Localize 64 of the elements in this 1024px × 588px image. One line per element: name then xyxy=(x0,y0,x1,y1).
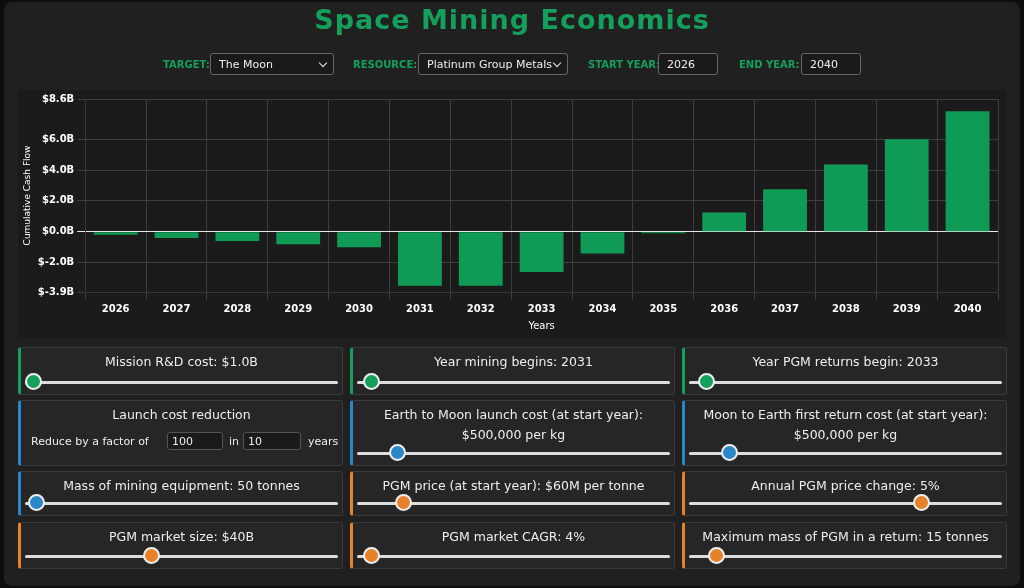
chart-title: Space Mining Economics xyxy=(313,4,711,35)
text: TARGET: xyxy=(163,59,210,70)
y-tick-label: $8.6B xyxy=(41,92,75,104)
bar xyxy=(884,139,929,232)
text: Launch cost reduction xyxy=(111,406,252,424)
x-tick-label: 2028 xyxy=(223,302,252,314)
bar xyxy=(580,232,625,254)
x-tick-label: 2038 xyxy=(831,302,860,314)
text: Earth to Moon launch cost (at start year): $500,000 per kg xyxy=(382,406,645,444)
bar xyxy=(519,232,564,272)
bar xyxy=(154,232,199,238)
text: Year PGM returns begin: 2033 xyxy=(751,353,940,371)
x-tick-label: 2027 xyxy=(162,302,191,314)
number-field: 10 xyxy=(243,432,301,450)
text: in xyxy=(229,435,240,448)
text: PGM price (at start year): $60M per tonne xyxy=(381,477,646,495)
bar xyxy=(823,164,868,232)
x-tick-label: 2029 xyxy=(284,302,313,314)
bar xyxy=(763,189,807,232)
text: years xyxy=(308,435,339,448)
x-tick-label: 2040 xyxy=(953,302,982,314)
text: Moon to Earth first return cost (at start year): $500,000 per kg xyxy=(702,406,989,444)
x-tick-label: 2026 xyxy=(101,302,130,314)
bar xyxy=(702,212,747,232)
text: Year mining begins: 2031 xyxy=(433,353,594,371)
text: Mass of mining equipment: 50 tonnes xyxy=(62,477,301,495)
bar xyxy=(215,232,260,242)
text: Maximum mass of PGM in a return: 15 tonnes xyxy=(701,528,990,546)
dropdown-field: Platinum Group Metals xyxy=(418,53,568,75)
x-tick-label: 2032 xyxy=(466,302,495,314)
number-field: 2040 xyxy=(801,53,861,75)
number-field: 100 xyxy=(167,432,223,450)
y-tick-label: $-2.0B xyxy=(37,256,75,268)
y-tick-label: $2.0B xyxy=(41,194,75,206)
bar xyxy=(398,232,442,286)
text: END YEAR: xyxy=(739,59,800,70)
dropdown-field: The Moon xyxy=(210,53,334,75)
bar xyxy=(458,232,503,286)
y-axis-title: Cumulative Cash Flow xyxy=(21,145,32,246)
bar xyxy=(93,232,138,235)
bar xyxy=(945,111,990,232)
text: Mission R&D cost: $1.0B xyxy=(104,353,259,371)
text: Reduce by a factor of xyxy=(31,435,149,448)
text: Annual PGM price change: 5% xyxy=(750,477,941,495)
y-tick-label: $0.0B xyxy=(41,225,75,237)
x-axis-title: Years xyxy=(527,319,555,331)
text: START YEAR: xyxy=(588,59,661,70)
y-tick-label: $4.0B xyxy=(41,163,75,175)
x-tick-label: 2039 xyxy=(892,302,921,314)
bar xyxy=(337,232,381,248)
x-tick-label: 2031 xyxy=(406,302,434,314)
x-tick-label: 2035 xyxy=(649,302,678,314)
x-tick-label: 2030 xyxy=(345,302,374,314)
y-tick-label: $6.0B xyxy=(41,132,75,144)
x-tick-label: 2033 xyxy=(527,302,556,314)
x-tick-label: 2036 xyxy=(710,302,739,314)
text: PGM market CAGR: 4% xyxy=(440,528,587,546)
text: PGM market size: $40B xyxy=(107,528,256,546)
number-field: 2026 xyxy=(658,53,718,75)
text: RESOURCE: xyxy=(353,59,418,70)
bar xyxy=(276,232,321,245)
x-tick-label: 2034 xyxy=(588,302,617,314)
y-tick-label: $-3.9B xyxy=(37,285,75,297)
x-tick-label: 2037 xyxy=(771,302,799,314)
